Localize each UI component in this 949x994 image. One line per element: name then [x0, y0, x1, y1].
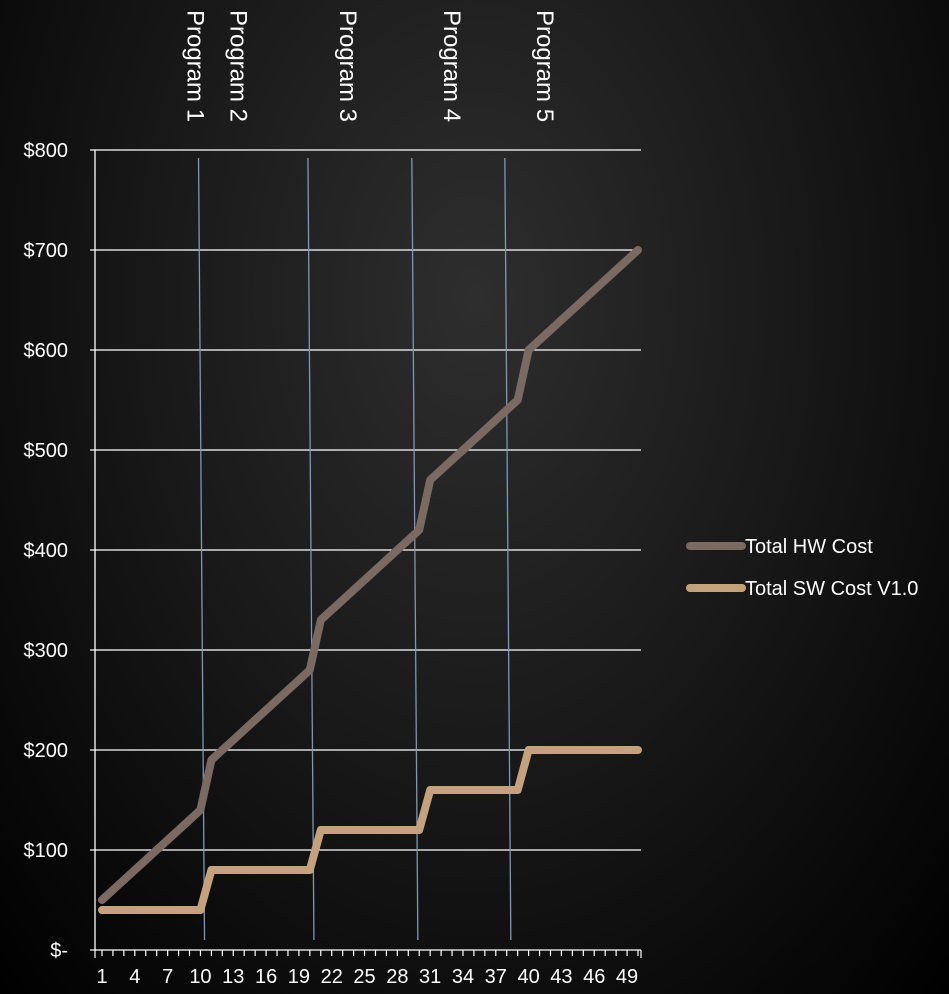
x-tick-label: 37: [485, 966, 507, 988]
program-marker-line: [197, 157, 206, 941]
x-tick-label: 16: [255, 966, 277, 988]
y-tick-label: $-: [50, 940, 68, 962]
program-marker-layer: [197, 157, 512, 941]
program-label: Program 4: [438, 10, 465, 122]
x-tick-label: 25: [353, 966, 375, 988]
series-layer: [98, 246, 642, 914]
program-marker-line: [411, 157, 419, 941]
program-label: Program 5: [531, 10, 558, 122]
series-line: [98, 246, 642, 904]
x-tick-label: 7: [162, 966, 173, 988]
y-tick-label: $100: [24, 840, 69, 862]
x-tick-label: 10: [189, 966, 211, 988]
x-tick-label: 1: [96, 966, 107, 988]
axis-layer: [90, 149, 642, 958]
program-marker-line: [307, 157, 315, 941]
program-marker-line: [504, 157, 512, 941]
x-tick-label: 13: [222, 966, 244, 988]
y-tick-label: $400: [24, 540, 69, 562]
y-tick-label: $800: [24, 140, 69, 162]
x-tick-label: 28: [386, 966, 408, 988]
x-tick-label: 34: [452, 966, 474, 988]
x-tick-label: 43: [550, 966, 572, 988]
x-tick-label: 4: [129, 966, 140, 988]
grid-layer: [95, 149, 641, 851]
x-tick-label: 49: [616, 966, 638, 988]
y-tick-label: $200: [24, 740, 69, 762]
x-tick-label: 22: [321, 966, 343, 988]
y-tick-label: $700: [24, 240, 69, 262]
program-label: Program 1: [181, 10, 208, 122]
program-label: Program 3: [334, 10, 361, 122]
legend-label: Total SW Cost V1.0: [745, 578, 918, 600]
legend: Total HW Cost Total SW Cost V1.0: [686, 536, 918, 600]
label-layer: $- $100 $200 $300 $400 $500 $600 $700 $800 1 4 7 10 1…: [24, 10, 639, 988]
program-label: Program 2: [225, 10, 252, 122]
series-line: [98, 746, 642, 914]
y-tick-label: $500: [24, 440, 69, 462]
x-tick-label: 46: [583, 966, 605, 988]
x-tick-label: 19: [288, 966, 310, 988]
legend-label: Total HW Cost: [745, 536, 873, 558]
y-tick-label: $300: [24, 640, 69, 662]
y-tick-label: $600: [24, 340, 69, 362]
x-tick-label: 31: [419, 966, 441, 988]
x-tick-label: 40: [517, 966, 539, 988]
